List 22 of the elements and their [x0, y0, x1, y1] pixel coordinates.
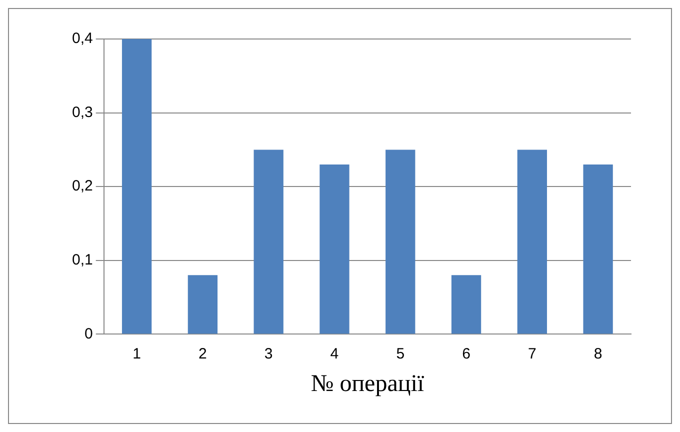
y-tick-label: 0: [84, 325, 93, 342]
x-tick-label: 6: [462, 345, 470, 362]
bar: [386, 150, 416, 334]
bar: [122, 39, 152, 334]
x-tick-label: 2: [198, 345, 207, 362]
bar: [320, 164, 350, 334]
bar: [188, 275, 218, 334]
y-tick-label: 0,1: [72, 252, 93, 269]
bar: [254, 150, 284, 334]
x-tick-label: 7: [528, 345, 536, 362]
x-tick-label: 5: [396, 345, 405, 362]
y-tick-label: 0,4: [72, 30, 93, 48]
x-tick-label: 4: [330, 345, 339, 362]
x-tick-label: 3: [264, 345, 273, 362]
bar: [517, 150, 547, 334]
y-tick-label: 0,2: [72, 178, 93, 195]
x-axis-title: № операції: [310, 370, 424, 397]
x-tick-label: 1: [132, 345, 141, 362]
bar: [451, 275, 482, 334]
bar: [583, 164, 613, 334]
x-tick-label: 8: [594, 345, 602, 362]
y-tick-label: 0,3: [72, 104, 93, 121]
